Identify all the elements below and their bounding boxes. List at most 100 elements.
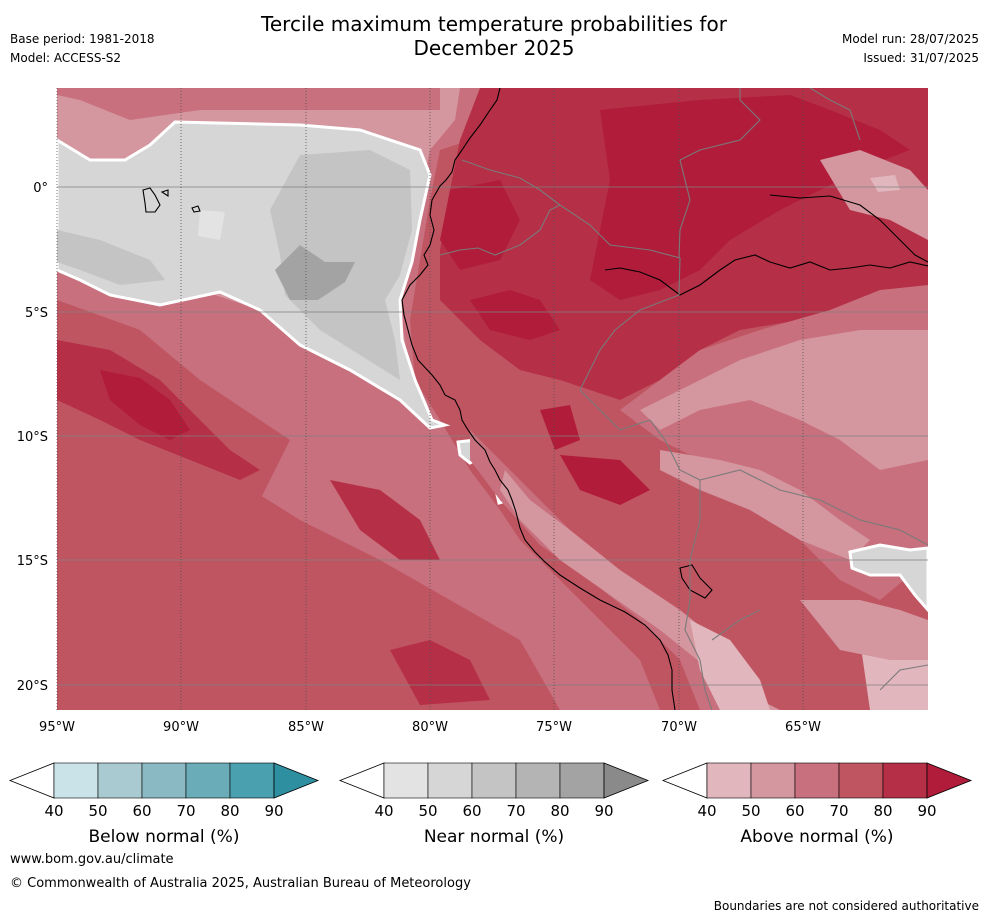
- colorbar-near-over-triangle: [603, 762, 650, 799]
- field-interior-90e: [560, 455, 650, 505]
- field-coast-south-40: [690, 620, 770, 710]
- colorbar-near-tick: 40: [374, 802, 393, 820]
- colorbar-above-tick: 50: [741, 802, 760, 820]
- gridlines: [56, 88, 928, 710]
- lat-tick-4: 20°S: [17, 679, 48, 694]
- colorbar-above-label: Above normal (%): [740, 827, 893, 847]
- colorbar-near-segment: [383, 762, 429, 799]
- border-bolivia-paraguay: [879, 664, 928, 691]
- colorbar-below-tick: 70: [176, 802, 195, 820]
- colorbar-below-tick: 90: [264, 802, 283, 820]
- lake-titicaca: [679, 564, 713, 599]
- base-period-text: Base period: 1981-2018: [10, 32, 155, 46]
- field-interior-90c: [470, 290, 560, 340]
- issued-text: Issued: 31/07/2025: [863, 51, 979, 65]
- field-se-near: [848, 543, 928, 613]
- chart-title: Tercile maximum temperature probabilitie…: [0, 12, 988, 60]
- border-peru-bolivia: [684, 560, 713, 710]
- lat-tick-1: 5°S: [25, 306, 48, 321]
- colorbar-below-segment: [97, 762, 143, 799]
- colorbar-above-tick: 70: [829, 802, 848, 820]
- colorbar-near-under-triangle: [338, 762, 385, 799]
- lat-tick-2: 10°S: [17, 430, 48, 445]
- footer-disclaimer: Boundaries are not considered authoritat…: [713, 899, 979, 913]
- colorbar-below-segment: [53, 762, 99, 799]
- coastlines: [142, 88, 928, 710]
- border-bolivia-brazil: [699, 469, 928, 546]
- colorbar-near-tick: 50: [418, 802, 437, 820]
- galapagos-2: [191, 205, 201, 213]
- field-east-40: [870, 175, 900, 192]
- colorbar-below: 40 50 60 70 80 90 Below normal (%): [8, 762, 320, 847]
- field-near-normal-light: [198, 210, 225, 240]
- colorbar-below-over-triangle: [273, 762, 320, 799]
- lon-tick-1: 90°W: [163, 720, 199, 735]
- colorbar-above-segment: [750, 762, 796, 799]
- colorbar-near-tick: 80: [550, 802, 569, 820]
- colorbar-near: 40 50 60 70 80 90 Near normal (%): [338, 762, 650, 847]
- colorbar-above-segment: [882, 762, 928, 799]
- colorbar-above-segment: [838, 762, 884, 799]
- field-east-50b: [820, 150, 928, 240]
- colorbar-near-tick: 60: [462, 802, 481, 820]
- amazon-river-north: [769, 194, 928, 263]
- lon-tick-6: 65°W: [785, 720, 821, 735]
- border-peru-brazil: [579, 294, 701, 561]
- colorbar-near-label: Near normal (%): [424, 827, 564, 847]
- field-interior-90d: [540, 405, 580, 450]
- field-ocean-90: [100, 370, 190, 440]
- colorbar-below-segment: [185, 762, 231, 799]
- field-east-50c: [660, 450, 870, 560]
- field-interior-90b: [440, 180, 520, 270]
- border-ecuador-peru: [439, 204, 561, 256]
- title-line-2: December 2025: [413, 36, 575, 60]
- colorbar-above-under-triangle: [661, 762, 708, 799]
- colorbar-above: 40 50 60 70 80 90 Above normal (%): [661, 762, 973, 847]
- field-ocean-80c: [390, 640, 490, 705]
- left-metadata: Base period: 1981-2018 Model: ACCESS-S2: [10, 32, 155, 70]
- border-colombia-brazil: [678, 159, 691, 259]
- field-interior-90: [590, 95, 910, 300]
- footer-url: www.bom.gov.au/climate: [10, 852, 174, 867]
- lon-tick-0: 95°W: [39, 720, 75, 735]
- field-near-normal-60b: [57, 230, 165, 285]
- colorbar-near-tick: 90: [594, 802, 613, 820]
- footer-copyright: © Commonwealth of Australia 2025, Austra…: [10, 876, 471, 891]
- colorbar-near-segment: [471, 762, 517, 799]
- lat-tick-3: 15°S: [17, 554, 48, 569]
- model-run-text: Model run: 28/07/2025: [841, 32, 979, 46]
- lat-tick-0: 0°: [33, 181, 48, 196]
- galapagos-1: [142, 187, 161, 213]
- colorbar-near-segment: [515, 762, 561, 799]
- colorbar-near-tick: 70: [506, 802, 525, 820]
- colorbar-below-segment: [141, 762, 187, 799]
- colorbar-below-label: Below normal (%): [89, 827, 240, 847]
- colorbar-above-tick: 90: [917, 802, 936, 820]
- amazon-river: [604, 254, 928, 296]
- colorbar-above-tick: 40: [697, 802, 716, 820]
- lon-tick-4: 75°W: [536, 720, 572, 735]
- colorbar-below-segment: [229, 762, 275, 799]
- colorbar-below-tick: 80: [220, 802, 239, 820]
- colorbar-above-tick: 80: [873, 802, 892, 820]
- lat-axis: 0° 5°S 10°S 15°S 20°S: [17, 181, 48, 694]
- colorbar-above-segment: [794, 762, 840, 799]
- colorbar-above-segment: [706, 762, 752, 799]
- border-ecuador-colombia: [461, 159, 561, 206]
- galapagos-3: [160, 189, 169, 198]
- field-north-50b: [57, 88, 440, 120]
- colorbar-above-tick: 60: [785, 802, 804, 820]
- colorbar-near-segment: [559, 762, 605, 799]
- colorbar-below-tick: 40: [44, 802, 63, 820]
- country-borders: [439, 88, 928, 710]
- colorbar-below-tick: 50: [88, 802, 107, 820]
- field-south-ocean-70: [57, 430, 560, 710]
- border-peru-colombia: [559, 204, 681, 296]
- border-colombia-venezuela: [679, 88, 761, 161]
- lon-tick-2: 85°W: [288, 720, 324, 735]
- model-text: Model: ACCESS-S2: [10, 51, 122, 65]
- border-venezuela-brazil: [809, 88, 861, 141]
- colorbar-below-under-triangle: [8, 762, 55, 799]
- right-metadata: Model run: 28/07/2025 Issued: 31/07/2025: [842, 32, 979, 70]
